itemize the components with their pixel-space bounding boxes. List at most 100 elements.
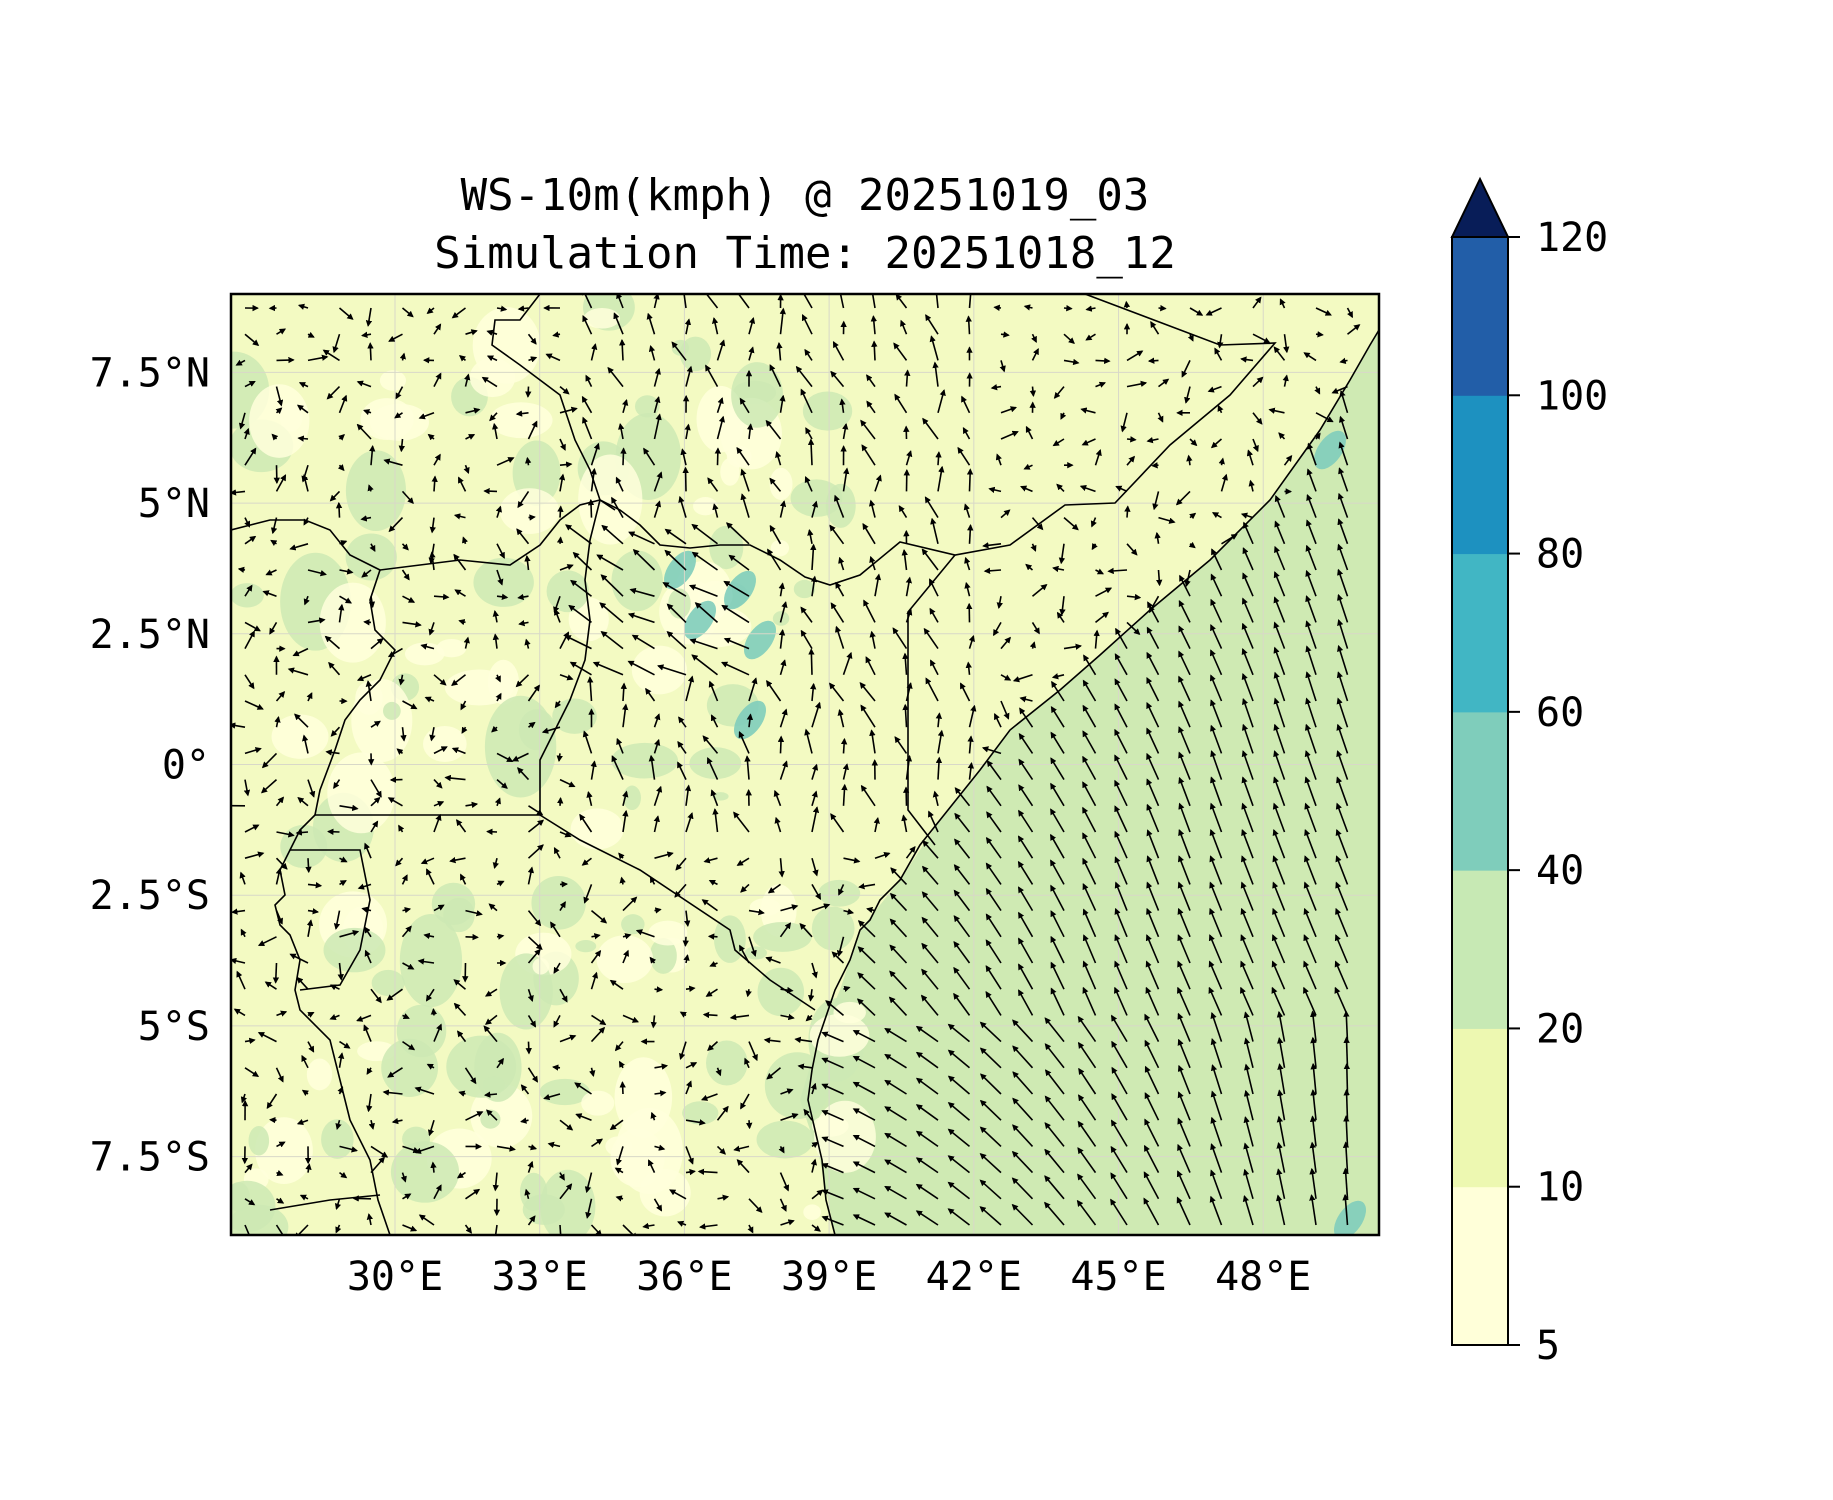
- wind-arrow: [985, 939, 1002, 964]
- wind-arrow: [857, 972, 876, 990]
- wind-arrow: [1211, 512, 1222, 519]
- wind-arrow: [968, 634, 975, 649]
- speed-patch: [531, 875, 586, 930]
- wind-arrow: [928, 810, 939, 833]
- wind-arrow: [1050, 731, 1065, 754]
- wind-arrow: [1241, 697, 1254, 728]
- wind-arrow: [559, 406, 578, 414]
- wind-arrow: [1241, 802, 1254, 833]
- wind-arrow: [1305, 569, 1317, 597]
- wind-arrow: [590, 442, 600, 466]
- wind-arrow: [705, 988, 718, 997]
- wind-arrow: [1000, 674, 1012, 681]
- wind-arrow: [433, 674, 447, 686]
- wind-arrow: [1209, 802, 1223, 833]
- wind-arrow: [685, 985, 696, 992]
- wind-arrow: [775, 451, 782, 466]
- x-tick-label: 30°E: [347, 1254, 443, 1300]
- y-tick-label: 7.5°N: [90, 350, 210, 396]
- wind-arrow: [666, 603, 687, 623]
- border-sudan-northern: [491, 294, 601, 501]
- wind-arrow: [1178, 700, 1191, 728]
- wind-arrow: [1018, 733, 1034, 754]
- wind-arrow: [966, 468, 974, 492]
- speed-patch: [679, 336, 712, 372]
- wind-arrow: [325, 749, 340, 756]
- wind-arrow: [1145, 960, 1160, 990]
- wind-arrow: [1095, 587, 1113, 597]
- speed-patch: [422, 725, 467, 763]
- wind-arrow: [554, 608, 561, 623]
- wind-arrow: [1283, 334, 1290, 354]
- wind-arrow: [1082, 908, 1097, 938]
- wind-arrow: [680, 448, 687, 466]
- wind-arrow: [462, 536, 469, 545]
- wind-arrow: [528, 356, 538, 363]
- wind-arrow: [929, 607, 939, 623]
- wind-arrow: [1252, 438, 1259, 453]
- wind-arrow: [611, 496, 624, 518]
- wind-arrow: [860, 704, 876, 728]
- speed-patch: [480, 1109, 501, 1129]
- wind-arrow: [999, 360, 1006, 373]
- wind-arrow: [778, 582, 785, 597]
- wind-arrow: [1178, 776, 1191, 807]
- wind-arrow: [620, 682, 627, 702]
- wind-arrow: [231, 722, 246, 729]
- wind-arrow: [1305, 645, 1317, 676]
- wind-arrow: [1146, 727, 1160, 754]
- wind-arrow: [1187, 333, 1194, 342]
- wind-arrow: [620, 447, 627, 466]
- wind-arrow: [1315, 412, 1334, 423]
- wind-arrow: [456, 819, 467, 833]
- wind-arrow: [236, 970, 246, 990]
- wind-arrow: [322, 349, 340, 362]
- wind-arrow: [339, 929, 360, 938]
- speed-patch: [720, 458, 740, 486]
- wind-arrow: [1082, 781, 1097, 807]
- wind-arrow: [307, 1011, 315, 1018]
- wind-arrow: [689, 638, 718, 650]
- wind-arrow: [829, 524, 845, 545]
- wind-arrow: [1158, 304, 1167, 312]
- wind-arrow: [1305, 697, 1317, 728]
- wind-arrow: [1347, 324, 1361, 335]
- wind-arrow: [871, 294, 876, 309]
- wind-arrow: [1241, 776, 1254, 807]
- wind-arrow: [832, 341, 845, 361]
- wind-arrow: [834, 625, 845, 649]
- wind-arrow: [370, 720, 381, 728]
- wind-arrow: [270, 517, 278, 535]
- wind-arrow: [276, 1010, 288, 1017]
- wind-arrow: [776, 341, 783, 361]
- wind-arrow: [835, 581, 845, 597]
- wind-arrow: [1146, 855, 1160, 885]
- wind-arrow: [244, 584, 253, 597]
- wind-arrow: [703, 857, 718, 864]
- wind-arrow: [457, 476, 467, 492]
- wind-arrow: [1050, 884, 1065, 911]
- wind-arrow: [653, 367, 661, 387]
- wind-arrow: [338, 394, 348, 414]
- wind-arrow: [1184, 386, 1191, 404]
- wind-arrow: [1339, 357, 1348, 364]
- wind-arrow: [905, 682, 913, 702]
- wind-arrow: [1336, 671, 1349, 702]
- wind-arrow: [257, 936, 277, 947]
- wind-arrow: [894, 393, 908, 414]
- wind-arrow: [590, 909, 608, 924]
- wind-arrow: [981, 746, 1002, 755]
- wind-arrow: [810, 543, 817, 571]
- wind-arrow: [1018, 963, 1034, 990]
- colorbar-segment: [1452, 711, 1508, 871]
- wind-arrow: [431, 475, 438, 492]
- wind-arrow: [1304, 750, 1317, 780]
- wind-arrow: [618, 422, 625, 440]
- wind-arrow: [1050, 859, 1065, 885]
- wind-arrow: [1304, 723, 1317, 754]
- wind-arrow: [1082, 704, 1097, 728]
- speed-patch: [231, 1180, 276, 1233]
- wind-arrow: [581, 857, 592, 866]
- wind-arrow: [1107, 567, 1128, 575]
- wind-arrow: [990, 384, 1002, 391]
